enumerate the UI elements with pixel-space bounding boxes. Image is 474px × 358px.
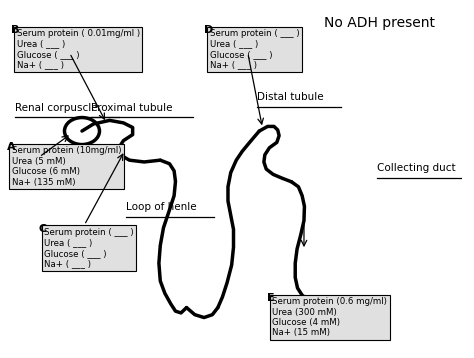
Text: Serum protein (0.6 mg/ml)
Urea (300 mM)
Glucose (4 mM)
Na+ (15 mM): Serum protein (0.6 mg/ml) Urea (300 mM) …	[272, 297, 387, 338]
Text: B: B	[11, 25, 19, 35]
Text: Collecting duct: Collecting duct	[377, 163, 456, 173]
Text: A: A	[7, 142, 15, 153]
Text: Serum protein ( 0.01mg/ml )
Urea ( ___ )
Glucose ( ___ )
Na+ ( ___ ): Serum protein ( 0.01mg/ml ) Urea ( ___ )…	[17, 29, 140, 69]
Text: Loop of henle: Loop of henle	[126, 202, 196, 212]
Text: Proximal tubule: Proximal tubule	[91, 103, 173, 113]
Text: E: E	[267, 294, 274, 303]
Text: Renal corpuscle: Renal corpuscle	[15, 103, 98, 113]
Text: D: D	[204, 25, 214, 35]
Text: Distal tubule: Distal tubule	[257, 92, 324, 102]
Text: Serum protein ( ___ )
Urea ( ___ )
Glucose ( ___ )
Na+ ( ___ ): Serum protein ( ___ ) Urea ( ___ ) Gluco…	[44, 228, 134, 268]
Text: Serum protein ( ___ )
Urea ( ___ )
Glucose ( ___ )
Na+ ( ___ ): Serum protein ( ___ ) Urea ( ___ ) Gluco…	[210, 29, 300, 69]
Text: Loop of henle: Loop of henle	[126, 202, 196, 212]
Text: Collecting duct: Collecting duct	[377, 163, 456, 173]
Text: C: C	[39, 224, 47, 234]
Text: Proximal tubule: Proximal tubule	[91, 103, 173, 113]
Text: No ADH present: No ADH present	[324, 16, 435, 30]
Text: Serum protein (10mg/ml)
Urea (5 mM)
Glucose (6 mM)
Na+ (135 mM): Serum protein (10mg/ml) Urea (5 mM) Gluc…	[12, 146, 121, 187]
Text: Distal tubule: Distal tubule	[257, 92, 324, 102]
Text: Renal corpuscle: Renal corpuscle	[15, 103, 98, 113]
